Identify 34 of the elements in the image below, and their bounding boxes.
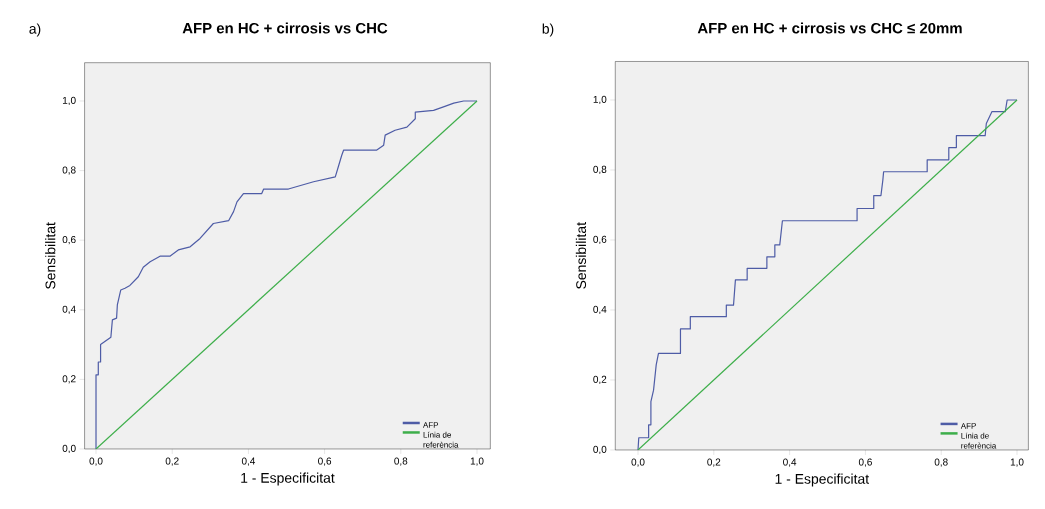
- y-tick-label: 0,4: [62, 305, 76, 314]
- x-tick-label: 0,6: [858, 458, 872, 467]
- text: b): [542, 23, 554, 37]
- x-tick-label: 0,0: [631, 458, 645, 467]
- x-tick-label: 0,0: [89, 457, 103, 466]
- x-tick-label: 1,0: [1010, 458, 1024, 467]
- line-series: [637, 99, 1018, 450]
- text: a): [29, 23, 41, 37]
- y-tick-label: 0,0: [62, 444, 76, 454]
- x-axis-title: 1 - Especificitat: [775, 473, 869, 487]
- y-axis-title: Sensibilitat: [45, 222, 56, 289]
- x-tick-label: 0,8: [394, 457, 408, 466]
- x-axis-title: 1 - Especificitat: [241, 472, 335, 486]
- y-tick-label: 0,2: [62, 375, 76, 384]
- y-axis-title: Sensibilitat: [575, 222, 587, 289]
- chart-title: AFP en HC + cirrosis vs CHC: [182, 22, 388, 34]
- line-series: [95, 100, 478, 449]
- y-tick-label: 0,6: [593, 235, 607, 245]
- y-tick-label: 1,0: [593, 95, 607, 105]
- y-tick-label: 0,6: [62, 236, 76, 245]
- y-tick-label: 0,4: [593, 305, 607, 315]
- y-tick-label: 0,2: [593, 375, 607, 385]
- x-tick-label: 0,2: [707, 458, 721, 467]
- x-tick-label: 0,8: [934, 458, 948, 467]
- x-tick-label: 0,4: [783, 458, 797, 467]
- x-tick-label: 0,6: [318, 457, 332, 466]
- y-tick-label: 0,8: [593, 165, 607, 175]
- y-tick-label: 1,0: [62, 96, 76, 106]
- x-tick-label: 0,4: [241, 457, 256, 466]
- y-tick-label: 0,8: [62, 166, 76, 175]
- y-tick-label: 0,0: [593, 445, 607, 455]
- chart-title: AFP en HC + cirrosis vs CHC ≤ 20mm: [697, 22, 962, 34]
- x-tick-label: 1,0: [470, 457, 484, 466]
- x-tick-label: 0,2: [165, 457, 179, 466]
